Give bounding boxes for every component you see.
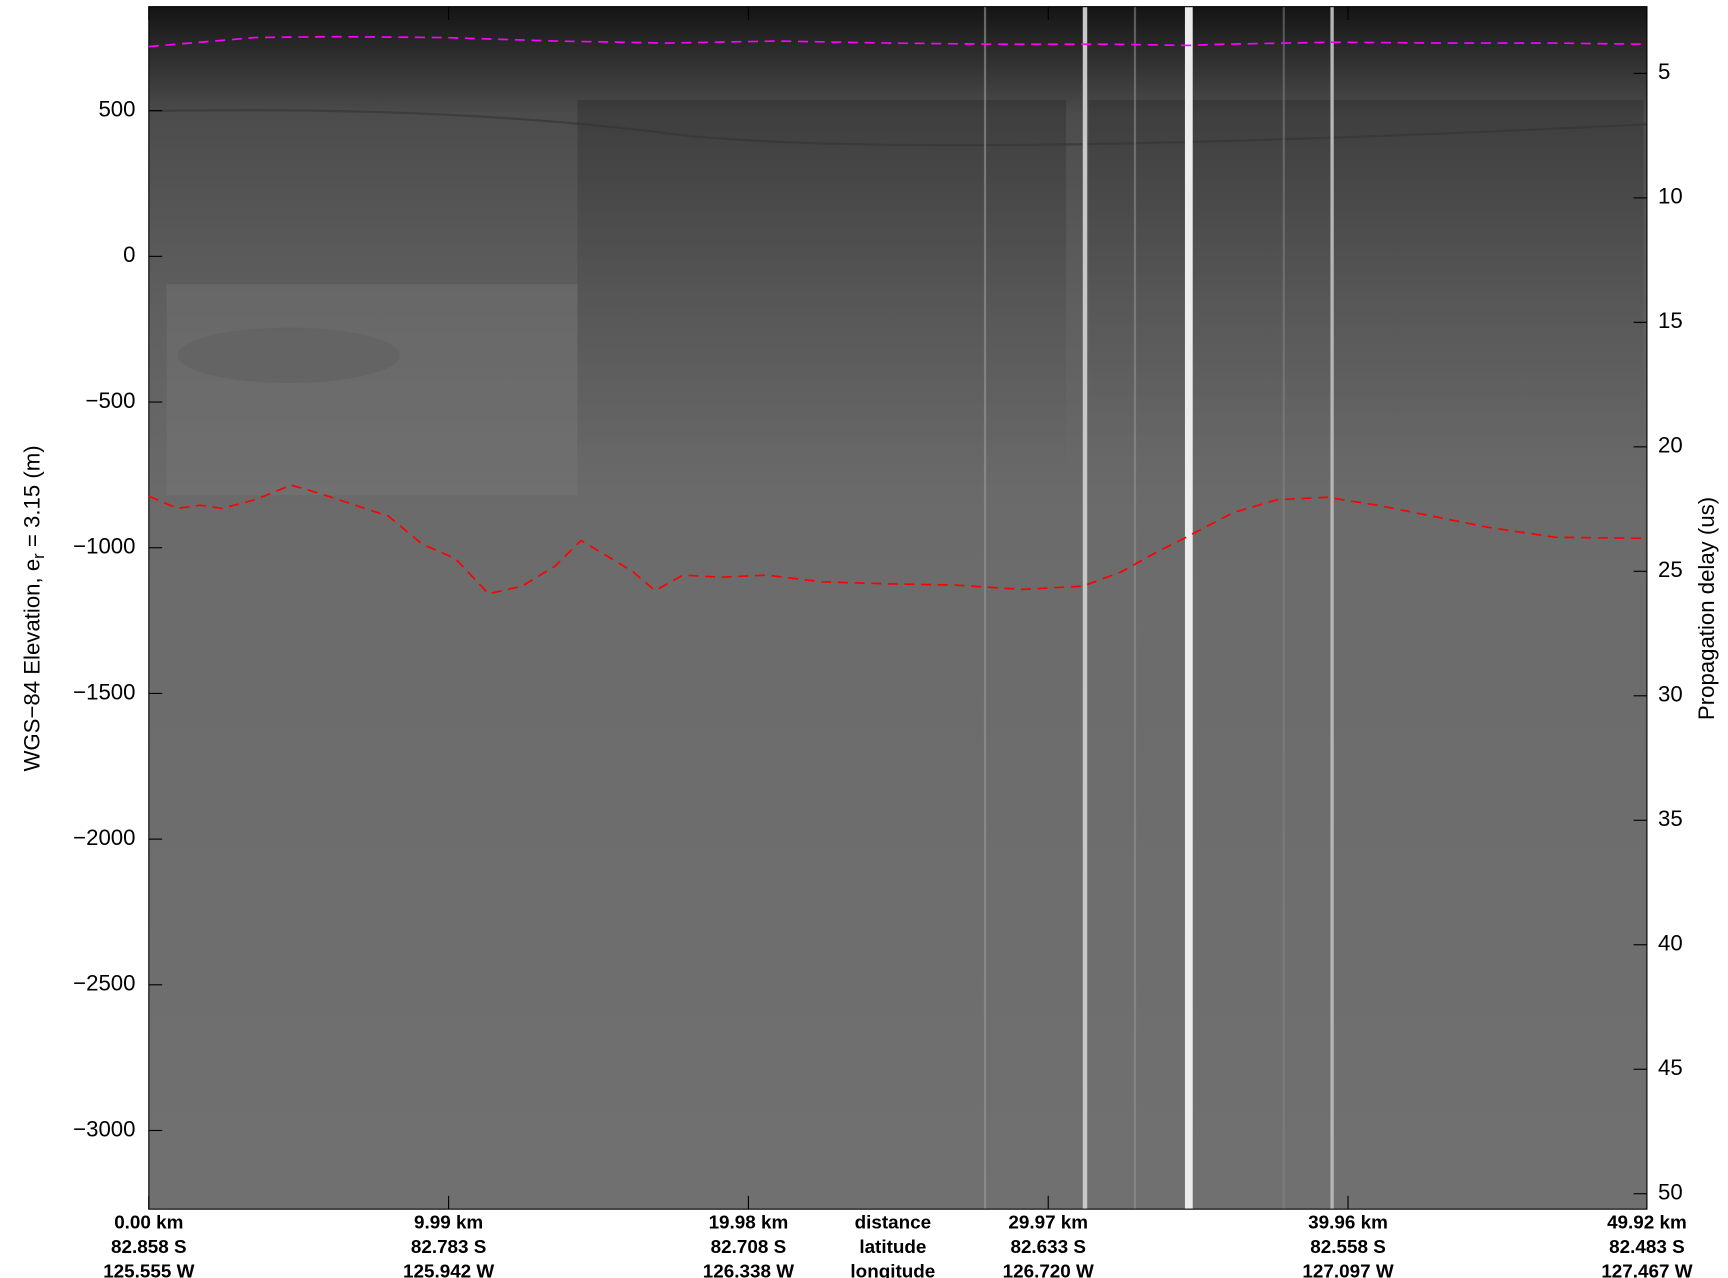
x-tick-latitude: 82.858 S — [111, 1236, 187, 1257]
y-tick-label: −3000 — [73, 1116, 135, 1141]
x-tick-label: 49.92 km — [1607, 1212, 1687, 1233]
x-tick-latitude: 82.783 S — [411, 1236, 487, 1257]
trace-line — [148, 35, 1647, 48]
x-tick-latitude: 82.558 S — [1310, 1236, 1386, 1257]
y-tick-label: −2000 — [73, 825, 135, 850]
y2-tick-label: 20 — [1658, 433, 1683, 458]
x-tick-label: 19.98 km — [709, 1212, 789, 1233]
y-label-part: WGS−84 Elevation, e — [19, 559, 44, 772]
y2-axis-label: Propagation delay (us) — [1694, 497, 1719, 720]
x-tick-longitude: 126.338 W — [703, 1260, 794, 1278]
y2-tick-label: 50 — [1658, 1180, 1683, 1205]
y-tick-label: −1000 — [73, 534, 135, 559]
y2-tick-label: 10 — [1658, 184, 1683, 209]
x-tick-latitude: 82.633 S — [1010, 1236, 1086, 1257]
x-tick-label: 29.97 km — [1008, 1212, 1088, 1233]
x-tick-latitude: 82.708 S — [711, 1236, 787, 1257]
x-tick-longitude: 127.097 W — [1302, 1260, 1393, 1278]
y2-tick-label: 30 — [1658, 682, 1683, 707]
y2-tick-label: 45 — [1658, 1055, 1683, 1080]
echogram — [148, 6, 1647, 1210]
x-tick-label: 39.96 km — [1308, 1212, 1388, 1233]
y-label-part: = 3.15 (m) — [19, 445, 44, 553]
x-tick-label: 9.99 km — [414, 1212, 483, 1233]
y-label-subscript: r — [29, 553, 48, 559]
x-tick-longitude: 126.720 W — [1003, 1260, 1094, 1278]
trace-line — [148, 484, 1647, 595]
y-tick-label: −1500 — [73, 679, 135, 704]
y-tick-label: 0 — [123, 242, 135, 267]
y-axis-label: WGS−84 Elevation, er = 3.15 (m) — [19, 445, 48, 771]
y2-tick-label: 15 — [1658, 308, 1683, 333]
x-row-name: latitude — [859, 1236, 926, 1257]
x-tick-latitude: 82.483 S — [1609, 1236, 1685, 1257]
x-tick-longitude: 127.467 W — [1601, 1260, 1692, 1278]
x-tick-longitude: 125.942 W — [403, 1260, 494, 1278]
y2-tick-label: 35 — [1658, 806, 1683, 831]
y-tick-label: 500 — [98, 97, 135, 122]
plot-frame — [148, 6, 1648, 1210]
x-tick-longitude: 125.555 W — [103, 1260, 194, 1278]
x-tick-label: 0.00 km — [114, 1212, 183, 1233]
y-tick-label: −500 — [85, 388, 135, 413]
y2-tick-label: 25 — [1658, 557, 1683, 582]
x-row-name: distance — [855, 1212, 932, 1233]
y-tick-label: −2500 — [73, 971, 135, 996]
y2-tick-label: 40 — [1658, 931, 1683, 956]
y2-tick-label: 5 — [1658, 59, 1670, 84]
x-row-name: longitude — [850, 1260, 935, 1278]
